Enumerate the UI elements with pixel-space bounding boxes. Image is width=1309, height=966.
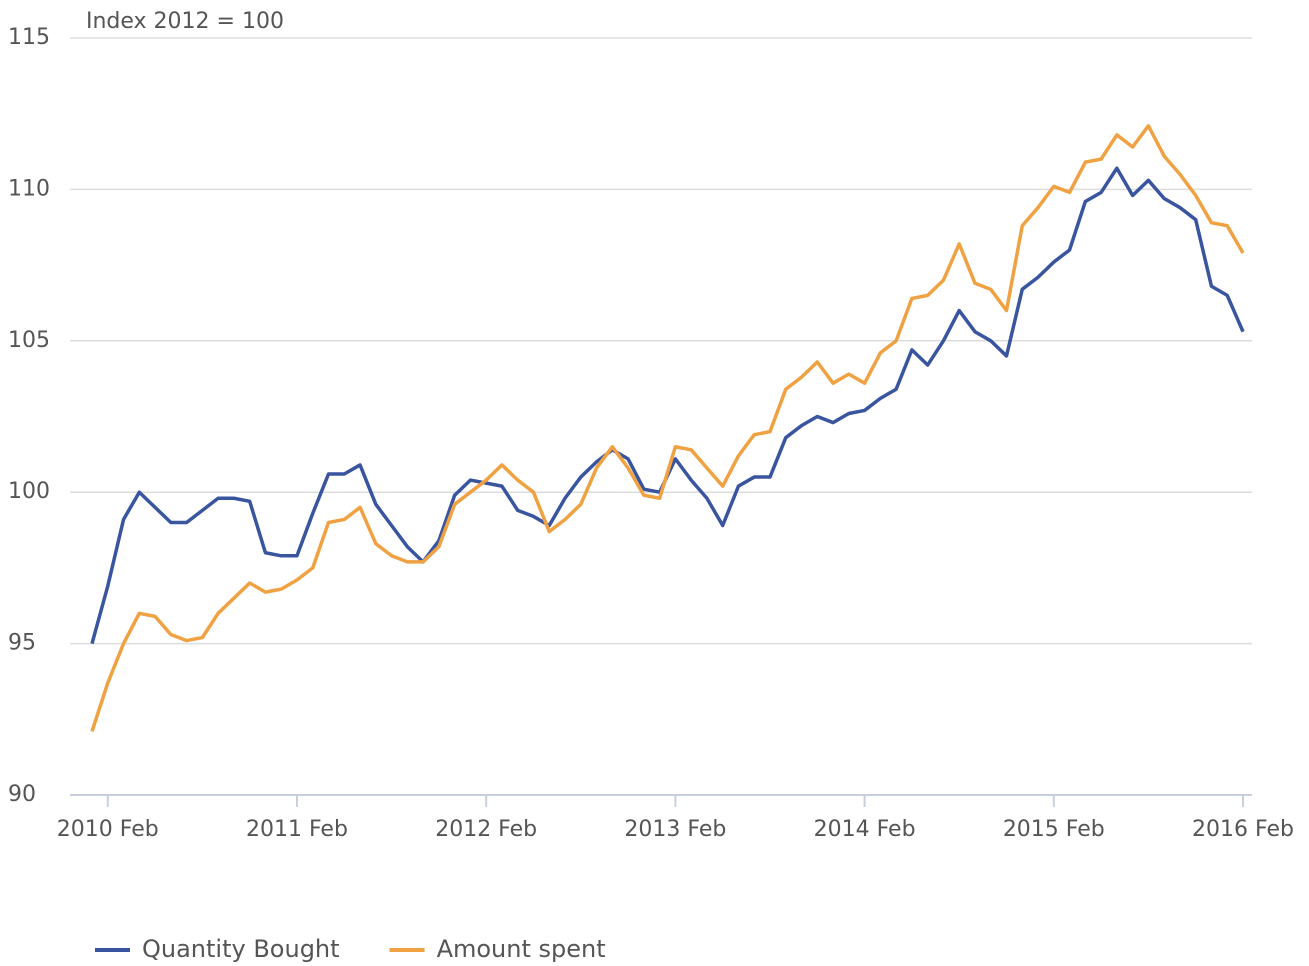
x-tick-label: 2014 Feb [814,817,916,842]
x-tick-label: 2015 Feb [1003,817,1105,842]
x-tick-label: 2016 Feb [1192,817,1294,842]
y-tick-label: 95 [8,631,36,656]
x-tick-label: 2011 Feb [246,817,348,842]
x-tick-label: 2010 Feb [57,817,159,842]
y-tick-label: 105 [8,328,50,353]
y-tick-label: 115 [8,25,50,50]
y-tick-label: 90 [8,782,36,807]
x-tick-label: 2013 Feb [624,817,726,842]
y-axis-label: Index 2012 = 100 [86,9,284,34]
line-series [90,124,1245,732]
legend-label: Amount spent [437,935,606,963]
line-series [90,166,1245,645]
legend-label: Quantity Bought [142,935,340,963]
y-tick-label: 100 [8,479,50,504]
x-tick-label: 2012 Feb [435,817,537,842]
y-tick-label: 110 [8,176,50,201]
